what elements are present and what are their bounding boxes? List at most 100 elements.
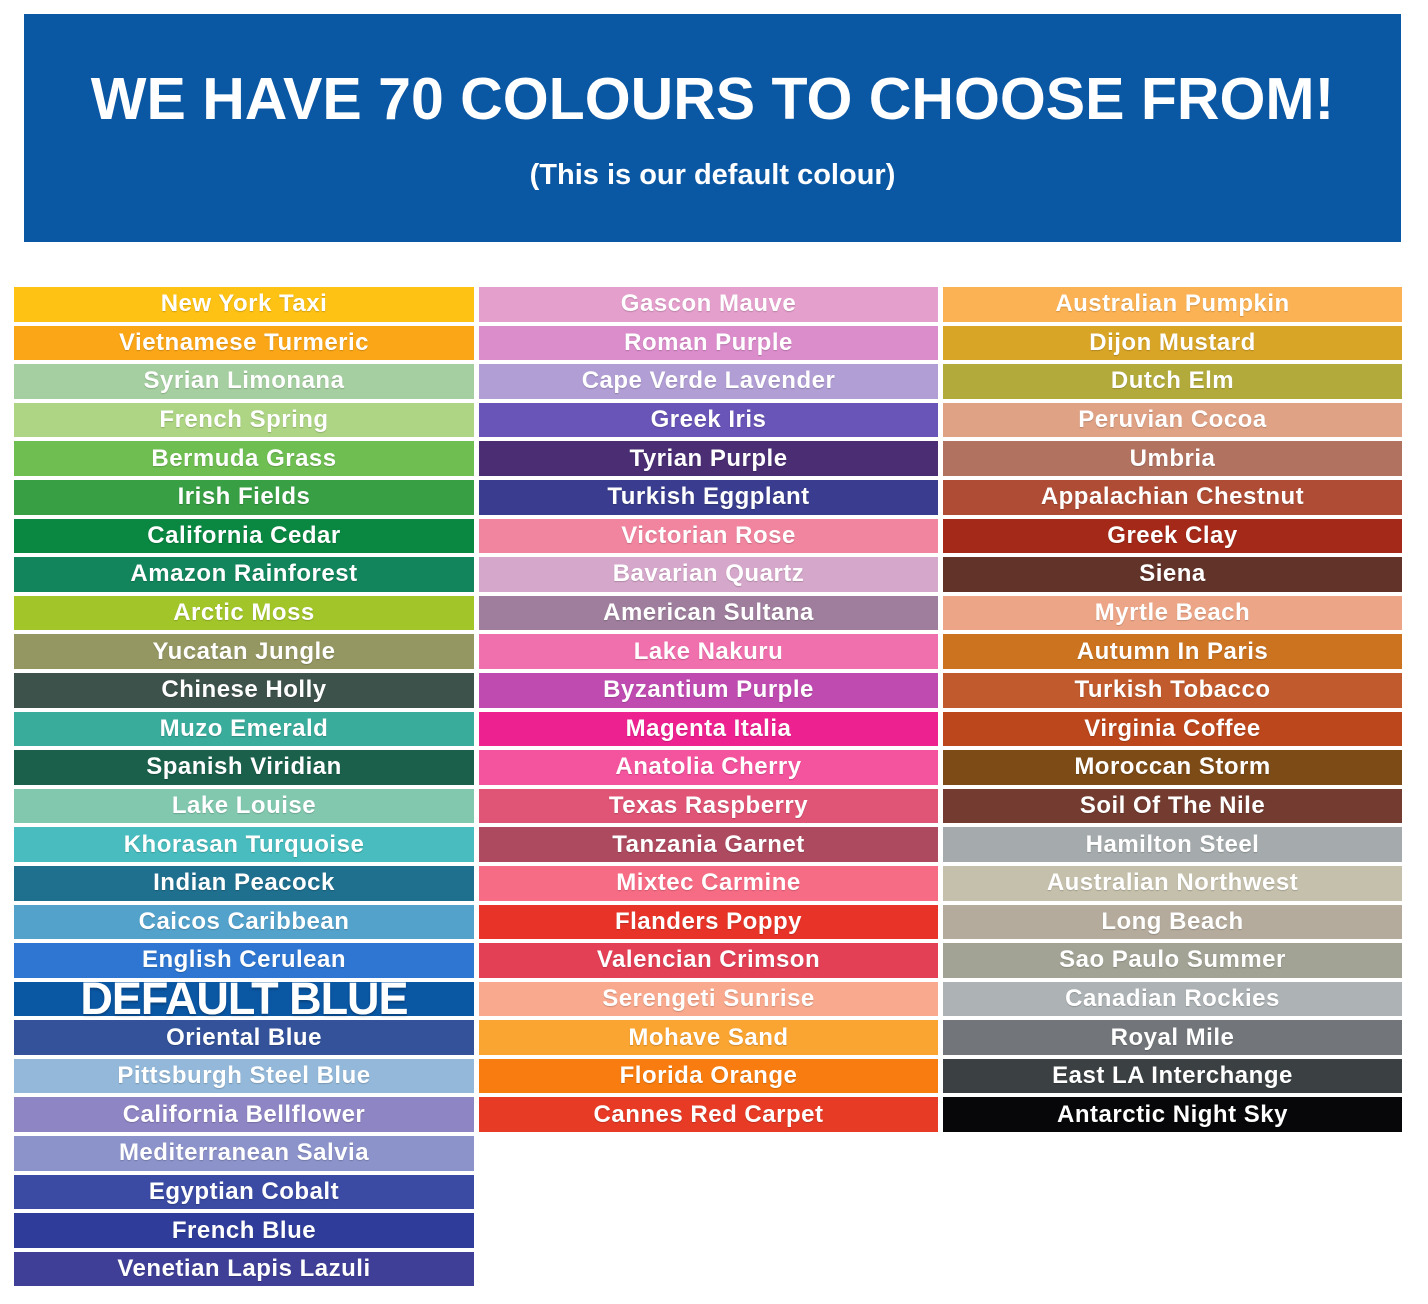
page-title: WE HAVE 70 COLOURS TO CHOOSE FROM! [90,65,1335,132]
swatch-peruvian-cocoa: Peruvian Cocoa [943,402,1402,438]
swatch-umbria: Umbria [943,441,1402,476]
swatch-label: Florida Orange [619,1062,798,1090]
swatch-chinese-holly: Chinese Holly [14,672,474,708]
swatch-label: Syrian Limonana [143,367,345,395]
swatch-australian-pumpkin: Australian Pumpkin [943,287,1402,322]
swatch-caicos-caribbean: Caicos Caribbean [14,904,474,940]
swatch-label: Valencian Crimson [596,946,821,974]
swatch-american-sultana: American Sultana [479,595,938,631]
swatch-dijon-mustard: Dijon Mustard [943,325,1402,361]
swatch-arctic-moss: Arctic Moss [14,595,474,631]
swatch-label: Magenta Italia [625,714,792,742]
swatch-label: Moroccan Storm [1074,753,1271,781]
swatch-label: Irish Fields [177,483,311,511]
swatch-label: Turkish Tobacco [1074,676,1271,704]
swatch-tyrian-purple: Tyrian Purple [479,441,938,476]
swatch-magenta-italia: Magenta Italia [479,711,938,747]
swatch-myrtle-beach: Myrtle Beach [943,595,1402,631]
swatch-label: Texas Raspberry [608,792,809,820]
swatch-greek-clay: Greek Clay [943,518,1402,554]
swatch-mixtec-carmine: Mixtec Carmine [479,865,938,901]
swatch-label: Flanders Poppy [614,907,803,935]
swatch-bermuda-grass: Bermuda Grass [14,441,474,476]
swatch-vietnamese-turmeric: Vietnamese Turmeric [14,325,474,361]
swatch-pittsburgh-steel-blue: Pittsburgh Steel Blue [14,1058,474,1094]
swatch-oriental-blue: Oriental Blue [14,1020,474,1055]
swatch-florida-orange: Florida Orange [479,1058,938,1094]
swatch-label: DEFAULT BLUE [80,972,408,1024]
swatch-amazon-rainforest: Amazon Rainforest [14,557,474,592]
swatch-mohave-sand: Mohave Sand [479,1020,938,1055]
swatch-mediterranean-salvia: Mediterranean Salvia [14,1136,474,1171]
swatch-label: Australian Pumpkin [1055,290,1290,318]
swatch-label: Bermuda Grass [151,444,337,472]
swatch-label: Yucatan Jungle [152,637,336,665]
swatch-label: Khorasan Turquoise [123,830,365,858]
swatch-label: California Bellflower [122,1100,366,1128]
swatch-byzantium-purple: Byzantium Purple [479,672,938,708]
swatch-french-blue: French Blue [14,1213,474,1248]
swatch-label: French Blue [171,1216,317,1244]
swatch-long-beach: Long Beach [943,904,1402,940]
swatch-label: Canadian Rockies [1065,984,1280,1012]
swatch-appalachian-chestnut: Appalachian Chestnut [943,479,1402,515]
swatch-english-cerulean: English Cerulean [14,943,474,978]
swatch-label: Antarctic Night Sky [1057,1100,1288,1128]
swatch-label: Mediterranean Salvia [118,1139,370,1167]
swatch-california-bellflower: California Bellflower [14,1097,474,1133]
swatch-siena: Siena [943,557,1402,592]
swatch-australian-northwest: Australian Northwest [943,865,1402,901]
swatch-east-la-interchange: East LA Interchange [943,1058,1402,1094]
colour-column-3: Australian Pumpkin Dijon Mustard Dutch Elm… [943,287,1402,1133]
swatch-label: Egyptian Cobalt [148,1177,340,1205]
swatch-label: Tanzania Garnet [612,830,805,858]
swatch-label: Gascon Mauve [620,290,797,318]
swatch-turkish-tobacco: Turkish Tobacco [943,672,1402,708]
swatch-spanish-viridian: Spanish Viridian [14,750,474,785]
swatch-label: Anatolia Cherry [615,753,802,781]
swatch-lake-louise: Lake Louise [14,788,474,824]
swatch-soil-of-the-nile: Soil Of The Nile [943,788,1402,824]
swatch-new-york-taxi: New York Taxi [14,287,474,322]
swatch-valencian-crimson: Valencian Crimson [479,943,938,978]
swatch-label: Soil Of The Nile [1079,792,1266,820]
swatch-label: Arctic Moss [173,599,315,627]
swatch-label: California Cedar [147,521,341,549]
swatch-label: Lake Nakuru [633,637,784,665]
swatch-label: Sao Paulo Summer [1059,946,1286,974]
swatch-label: English Cerulean [141,946,347,974]
swatch-label: Autumn In Paris [1076,637,1269,665]
swatch-victorian-rose: Victorian Rose [479,518,938,554]
swatch-california-cedar: California Cedar [14,518,474,554]
swatch-label: Royal Mile [1110,1023,1235,1051]
swatch-label: Spanish Viridian [146,753,342,781]
swatch-venetian-lapis-lazuli: Venetian Lapis Lazuli [14,1251,474,1287]
swatch-hamilton-steel: Hamilton Steel [943,827,1402,862]
swatch-canadian-rockies: Canadian Rockies [943,981,1402,1017]
swatch-greek-iris: Greek Iris [479,402,938,438]
swatch-label: Byzantium Purple [603,676,814,704]
swatch-lake-nakuru: Lake Nakuru [479,634,938,669]
swatch-label: Appalachian Chestnut [1040,483,1305,511]
swatch-label: Long Beach [1101,907,1244,935]
swatch-label: Bavarian Quartz [612,560,805,588]
swatch-dutch-elm: Dutch Elm [943,364,1402,399]
swatch-label: Dijon Mustard [1089,328,1256,356]
colour-column-2: Gascon Mauve Roman Purple Cape Verde Laven… [479,287,938,1133]
swatch-label: Myrtle Beach [1094,599,1251,627]
page-subtitle: (This is our default colour) [529,158,896,191]
swatch-royal-mile: Royal Mile [943,1020,1402,1055]
swatch-egyptian-cobalt: Egyptian Cobalt [14,1174,474,1210]
swatch-label: East LA Interchange [1052,1062,1293,1090]
swatch-syrian-limonana: Syrian Limonana [14,364,474,399]
swatch-antarctic-night-sky: Antarctic Night Sky [943,1097,1402,1133]
swatch-label: Mohave Sand [628,1023,789,1051]
swatch-french-spring: French Spring [14,402,474,438]
swatch-serengeti-sunrise: Serengeti Sunrise [479,981,938,1017]
swatch-indian-peacock: Indian Peacock [14,865,474,901]
swatch-label: Cannes Red Carpet [593,1100,824,1128]
swatch-anatolia-cherry: Anatolia Cherry [479,750,938,785]
swatch-autumn-in-paris: Autumn In Paris [943,634,1402,669]
swatch-label: Pittsburgh Steel Blue [117,1062,371,1090]
